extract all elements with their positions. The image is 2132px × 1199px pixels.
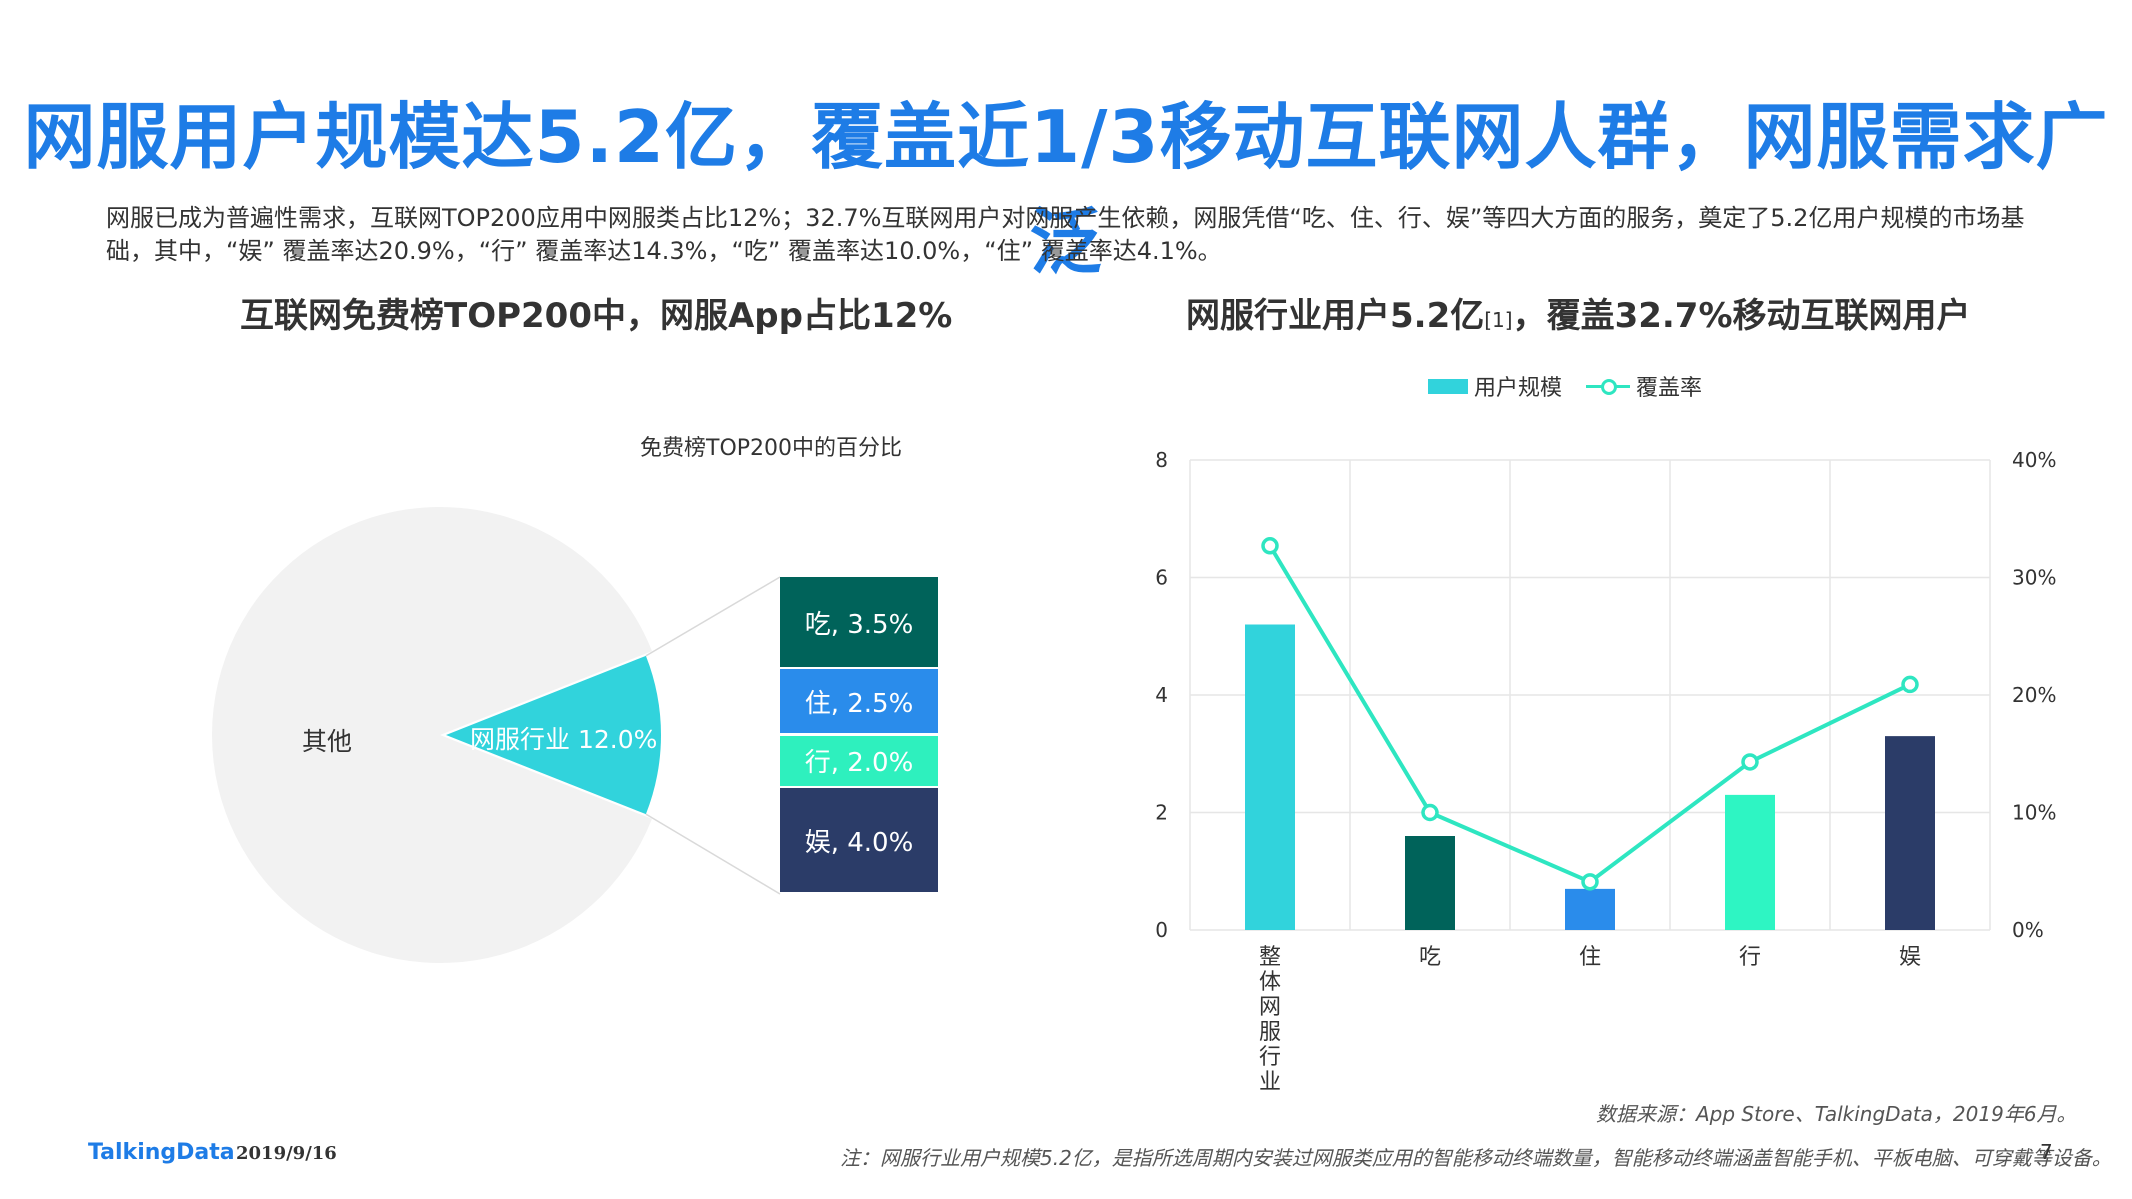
footnote-marker: [1] [1484, 308, 1513, 332]
x-tick-label: 娱 [1899, 945, 1921, 970]
stack-segment-label: 娱, 4.0% [804, 827, 914, 858]
pie-label-other: 其他 [302, 727, 353, 756]
intro-paragraph: 网服已成为普遍性需求，互联网TOP200应用中网服类占比12%；32.7%互联网… [106, 204, 2025, 265]
y-tick-label: 6 [1155, 566, 1168, 590]
y2-tick-label: 20% [2012, 683, 2056, 707]
data-source: 数据来源：App Store、TalkingData，2019年6月。 [1596, 1102, 2077, 1126]
x-tick-label-char: 服 [1259, 1020, 1281, 1045]
x-tick-label-char: 网 [1259, 995, 1281, 1020]
legend-bar-swatch [1428, 378, 1468, 394]
stack-segment-2: 行, 2.0% [780, 735, 938, 787]
x-tick-label-char: 体 [1259, 970, 1281, 995]
combo-chart: 0 0%2 10%4 20%6 30%8 40%整体网服行业吃住行娱 [1155, 448, 2056, 1095]
coverage-line [1268, 544, 1911, 885]
right-subtitle-part1: 网服行业用户5.2亿 [1186, 296, 1485, 336]
y-tick-label: 0 [1155, 918, 1168, 942]
bar-3 [1725, 794, 1775, 930]
y-tick-label: 8 [1155, 448, 1168, 472]
x-tick-label: 行 [1739, 945, 1761, 970]
x-tick-label: 住 [1579, 945, 1601, 970]
legend-line-swatch [1586, 376, 1631, 396]
stack-segment-label: 吃, 3.5% [804, 609, 914, 640]
coverage-point-3 [1741, 753, 1759, 771]
bar-4 [1885, 736, 1935, 930]
y2-tick-label: 10% [2012, 801, 2056, 825]
y-tick-label: 4 [1155, 683, 1168, 707]
pie-label-wangfu: 网服行业 12.0% [470, 725, 658, 754]
coverage-point-4 [1901, 675, 1919, 694]
coverage-point-1 [1421, 803, 1439, 822]
stack-segment-1: 住, 2.5% [780, 669, 938, 734]
y2-tick-label: 30% [2012, 566, 2056, 590]
legend-line-label: 覆盖率 [1636, 376, 1703, 401]
page-number: 7 [2040, 1140, 2053, 1164]
pie-chart-title: 免费榜TOP200中的百分比 [640, 436, 903, 461]
y2-tick-label: 0% [2012, 918, 2044, 942]
bar-1 [1405, 836, 1455, 930]
pie-connector-top [645, 576, 781, 657]
coverage-point-0 [1261, 537, 1279, 555]
pie-connector-bottom [645, 813, 781, 895]
x-tick-label: 吃 [1419, 945, 1441, 970]
stack-segment-label: 行, 2.0% [804, 748, 914, 779]
x-tick-label-char: 行 [1259, 1045, 1281, 1070]
report-date: 2019/9/16 [236, 1143, 337, 1164]
coverage-point-2 [1581, 873, 1599, 891]
bar-0 [1245, 624, 1295, 930]
page-title: 网服用户规模达5.2亿，覆盖近1/3移动互联网人群，网服需求广泛 [23, 95, 2109, 284]
left-chart-subtitle: 互联网免费榜TOP200中，网服App占比12% [240, 296, 953, 336]
bar-2 [1565, 888, 1615, 930]
right-chart-subtitle: 网服行业用户5.2亿[1]，覆盖32.7%移动互联网用户 [1186, 288, 1971, 337]
legend-bar-label: 用户规模 [1474, 376, 1563, 401]
stack-segment-0: 吃, 3.5% [780, 577, 938, 668]
right-subtitle-part2: ，覆盖32.7%移动互联网用户 [1512, 296, 1971, 336]
y2-tick-label: 40% [2012, 448, 2056, 472]
footnote: 注：网服行业用户规模5.2亿，是指所选周期内安装过网服类应用的智能移动终端数量，… [840, 1146, 2112, 1170]
stack-segment-label: 住, 2.5% [804, 688, 914, 719]
brand-logo: TalkingData [88, 1140, 235, 1165]
x-tick-label-char: 整 [1259, 945, 1281, 970]
stack-segment-3: 娱, 4.0% [780, 788, 938, 892]
chart-legend: 用户规模 覆盖率 [1428, 370, 1702, 402]
x-tick-label-char: 业 [1259, 1070, 1281, 1095]
y-tick-label: 2 [1155, 801, 1168, 825]
